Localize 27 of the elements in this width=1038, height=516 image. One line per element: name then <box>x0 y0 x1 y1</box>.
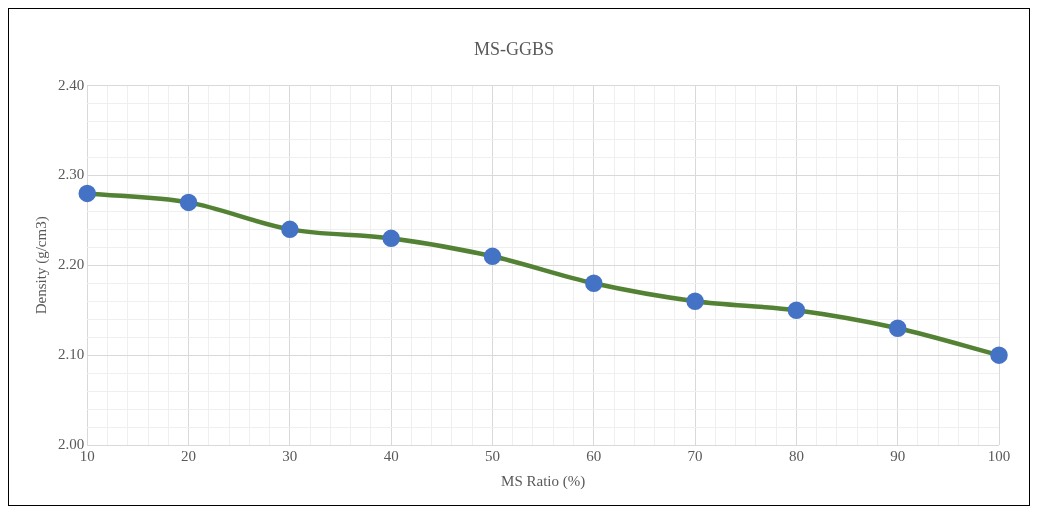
x-tick-label: 20 <box>181 447 197 464</box>
x-axis-title: MS Ratio (%) <box>501 472 586 490</box>
point <box>281 220 299 239</box>
x-tick-label: 30 <box>282 447 298 464</box>
x-tick-label: 70 <box>687 447 703 464</box>
point <box>990 346 1008 364</box>
x-tick-label: 40 <box>383 447 399 464</box>
x-tick-label: 80 <box>788 447 804 464</box>
point <box>888 319 907 337</box>
chart-title: MS-GGBS <box>473 38 555 59</box>
y-tick-label: 2.40 <box>58 76 85 93</box>
point <box>686 292 704 310</box>
x-tick-label: 50 <box>484 447 500 464</box>
point <box>787 301 806 319</box>
x-tick-label: 90 <box>890 447 906 464</box>
y-tick-label: 2.20 <box>58 256 85 273</box>
point <box>179 193 198 212</box>
y-tick-label: 2.10 <box>58 346 85 363</box>
y-tick-label: 2.30 <box>58 166 85 183</box>
y-tick-label: 2.00 <box>58 435 85 452</box>
y-axis-title: Density (g/cm3) <box>32 216 50 315</box>
x-tick-label: 60 <box>586 447 602 464</box>
x-tick-label: 100 <box>987 447 1011 464</box>
point <box>585 274 603 293</box>
point <box>78 184 96 203</box>
point <box>382 229 400 248</box>
point <box>483 247 502 266</box>
